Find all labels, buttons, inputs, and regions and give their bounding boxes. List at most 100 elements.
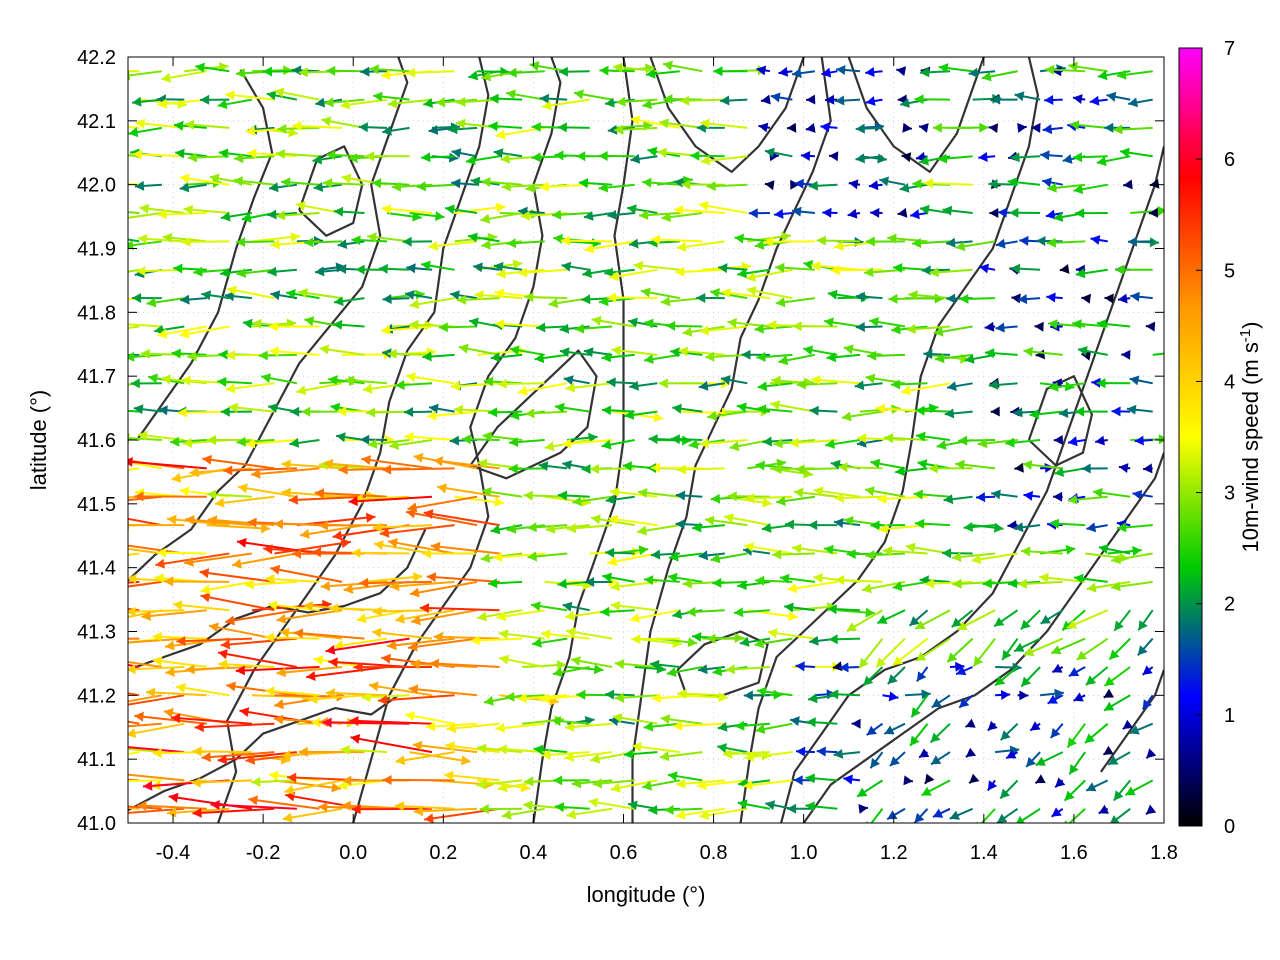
wind-vector-shaft <box>128 325 140 329</box>
wind-vector-shaft <box>359 580 433 585</box>
wind-vector-head <box>501 809 512 820</box>
wind-vector-head <box>185 515 195 525</box>
wind-vector-head <box>921 786 932 796</box>
wind-vector-head <box>633 260 644 271</box>
wind-vector-head <box>232 558 242 569</box>
wind-vector-head <box>286 289 296 299</box>
wind-vector-head <box>931 698 942 708</box>
wind-vector-head <box>132 293 142 303</box>
wind-vector-shaft <box>408 687 478 697</box>
wind-vector-head <box>1093 487 1103 498</box>
wind-vector-head <box>938 63 949 73</box>
wind-vector-shaft <box>429 662 500 668</box>
wind-vector-head <box>897 207 908 218</box>
wind-vector-head <box>720 375 731 385</box>
wind-vector-head <box>611 345 622 356</box>
y-tick-label: 42.2 <box>77 47 116 69</box>
wind-vector-head <box>1069 764 1079 775</box>
wind-vector-head <box>1005 437 1015 448</box>
wind-vector-shaft <box>145 691 207 697</box>
wind-vector-head <box>236 436 246 447</box>
wind-vector-head <box>929 267 939 278</box>
wind-vector-head <box>994 617 1005 627</box>
wind-vector-head <box>834 492 844 503</box>
wind-vector-head <box>523 800 533 811</box>
wind-vector-head <box>614 659 625 670</box>
wind-vector-head <box>792 321 802 332</box>
wind-vector-head <box>609 271 619 282</box>
wind-vector-head <box>139 203 150 214</box>
wind-vector-head <box>527 551 537 562</box>
wind-vector-head <box>723 749 733 759</box>
wind-vector-head <box>416 181 426 192</box>
wind-vector-head <box>353 662 363 673</box>
wind-vector-head <box>658 378 668 389</box>
wind-vector-head <box>300 529 310 539</box>
wind-vector-head <box>268 403 278 413</box>
wind-vector-head <box>773 438 783 449</box>
wind-vector-head <box>341 800 351 811</box>
wind-vector-head <box>1013 522 1024 533</box>
wind-vector-head <box>705 351 715 362</box>
wind-vector-head <box>756 65 767 76</box>
wind-vector-head <box>241 212 252 223</box>
wind-vector-shaft <box>410 662 478 668</box>
wind-vector-head <box>460 755 471 766</box>
wind-vector-head <box>706 181 716 192</box>
wind-vector-head <box>932 808 944 818</box>
wind-vector-head <box>238 483 248 494</box>
wind-vector-head <box>290 232 300 243</box>
contour-line <box>128 528 427 671</box>
wind-vector-head <box>1048 319 1058 330</box>
wind-vector-head <box>737 580 747 590</box>
wind-vector-head <box>959 293 969 304</box>
x-tick-label: 0.4 <box>519 842 547 864</box>
wind-vector-head <box>499 654 509 665</box>
wind-vector-head <box>1014 462 1024 473</box>
wind-vector-head <box>382 294 392 304</box>
wind-vector-head <box>387 348 397 359</box>
wind-vector-shaft <box>378 694 455 702</box>
wind-vector-head <box>796 746 806 757</box>
wind-vector-head <box>1132 546 1142 556</box>
wind-vector-head <box>937 153 948 164</box>
wind-vector-head <box>984 321 995 332</box>
wind-vector-head <box>756 686 767 697</box>
wind-vector-head <box>794 487 804 498</box>
wind-vector-head <box>481 71 492 82</box>
wind-vector-head <box>915 620 926 629</box>
wind-vector-head <box>692 632 702 642</box>
wind-vector-head <box>146 297 157 308</box>
wind-vector-head <box>251 468 261 479</box>
wind-vector-head <box>706 633 716 644</box>
wind-vector-head <box>445 204 455 215</box>
wind-vector-head <box>288 127 298 138</box>
wind-vector-head <box>761 523 772 533</box>
wind-vector-head <box>988 123 999 134</box>
y-tick-label: 42.1 <box>77 111 116 133</box>
wind-vector-head <box>495 129 506 140</box>
wind-vector-head <box>990 406 1000 417</box>
wind-vector-head <box>632 547 642 558</box>
wind-vector-head <box>449 152 459 163</box>
wind-vector-head <box>1081 350 1092 361</box>
wind-vector-shaft <box>170 716 252 725</box>
wind-vector-head <box>762 436 772 447</box>
wind-vector-head <box>448 124 458 135</box>
wind-vector-head <box>1073 692 1084 702</box>
wind-vector-head <box>468 70 479 81</box>
wind-vector-head <box>682 326 693 337</box>
wind-vector-head <box>163 708 174 718</box>
wind-vector-head <box>319 344 330 355</box>
wind-vector-head <box>1047 182 1057 193</box>
wind-vector-head <box>328 657 338 668</box>
wind-vector-shaft <box>152 635 207 640</box>
wind-vector-head <box>870 757 880 769</box>
wind-vector-head <box>98 148 108 158</box>
wind-vector-head <box>727 491 737 502</box>
wind-vector-head <box>517 693 527 704</box>
wind-vector-head <box>902 122 912 133</box>
wind-vector-head <box>116 744 126 754</box>
wind-vector-head <box>1035 756 1046 766</box>
wind-vector-head <box>1053 435 1063 445</box>
